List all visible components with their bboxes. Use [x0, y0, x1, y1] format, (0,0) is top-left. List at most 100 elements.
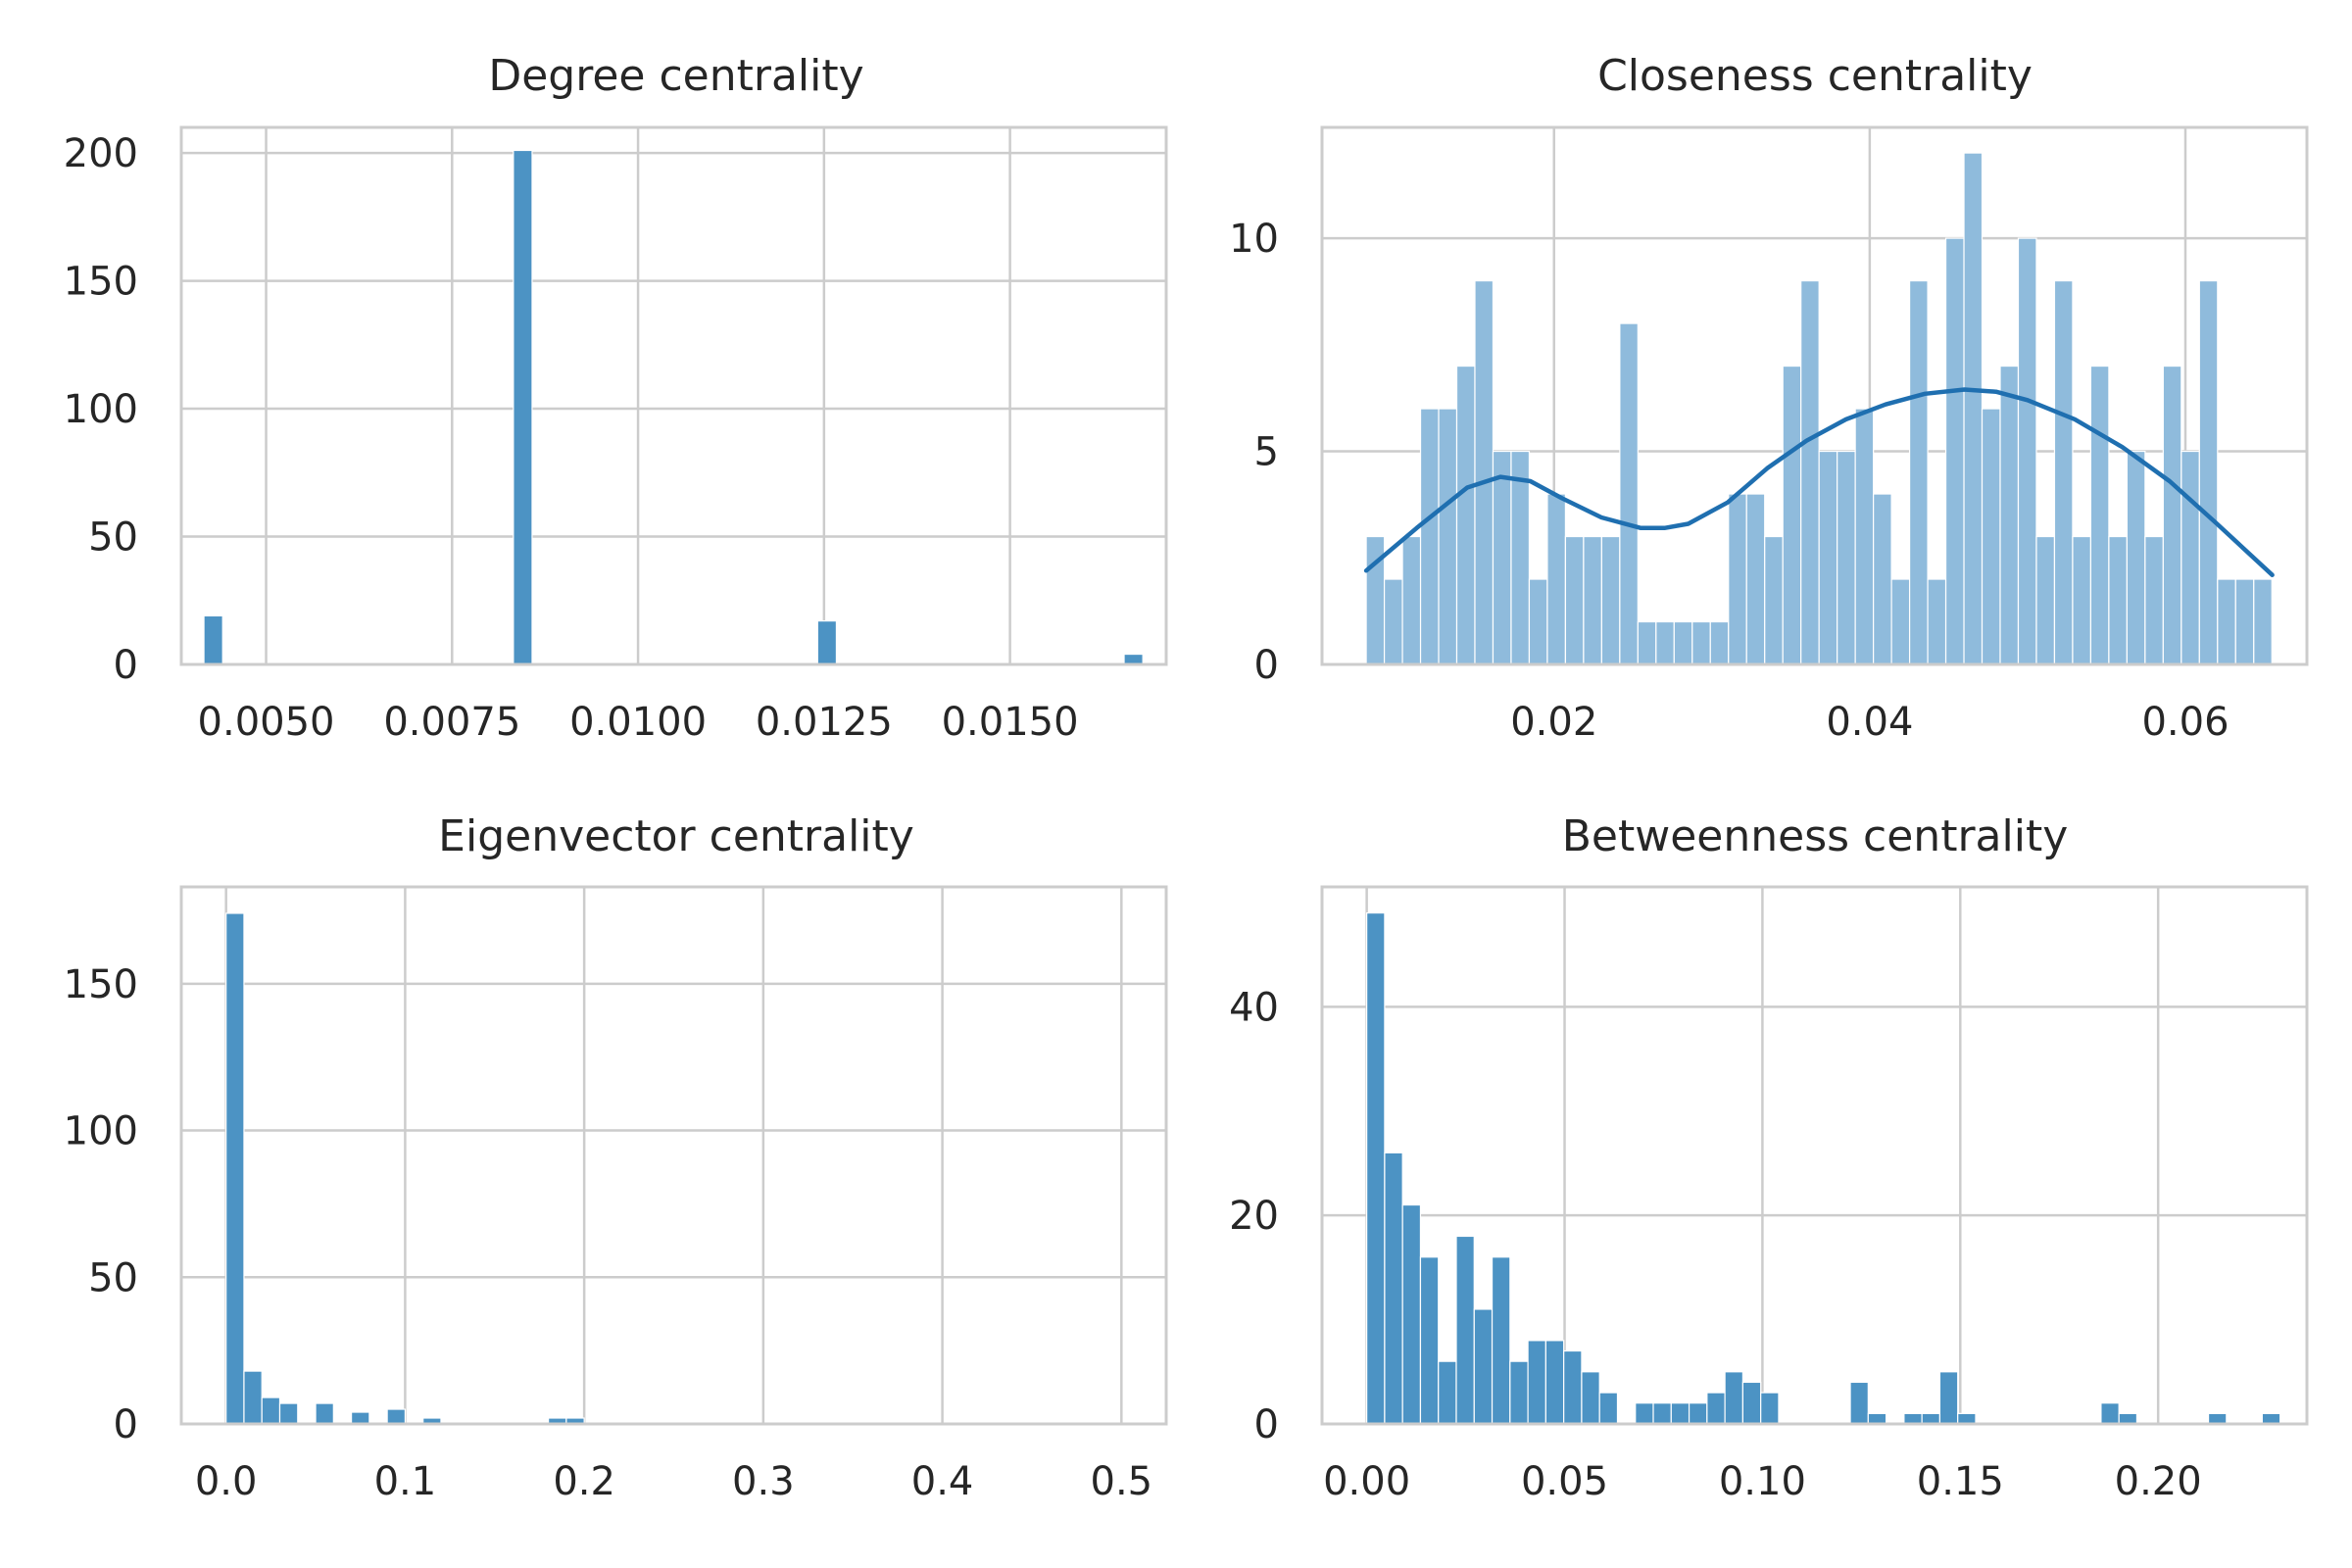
betweenness-histogram-bar: [1419, 1256, 1440, 1425]
betweenness-histogram-bar: [1473, 1308, 1494, 1425]
betweenness-histogram-bar: [1438, 1360, 1457, 1425]
panel-degree-centrality: Degree centrality 0.0050 0.0075 0.0100 0.01…: [64, 51, 1168, 745]
closeness-histogram-bar: [1981, 408, 2001, 665]
degree-x-tick-labels: 0.0050 0.0075 0.0100 0.0125 0.0150: [198, 700, 1079, 745]
betweenness-histogram-bar: [1688, 1402, 1708, 1425]
eigenvector-x-tick-label: 0.4: [911, 1459, 974, 1504]
closeness-kde: [1363, 387, 2275, 577]
degree-bars: [203, 149, 1144, 665]
betweenness-histogram-bar: [1563, 1349, 1583, 1425]
betweenness-x-tick-label: 0.05: [1521, 1459, 1608, 1504]
closeness-kde-line: [1363, 387, 2275, 577]
degree-histogram-bar: [513, 149, 533, 665]
closeness-x-tick-label: 0.06: [2141, 700, 2229, 745]
eigenvector-y-tick-label: 100: [64, 1109, 138, 1154]
closeness-histogram-bar: [1963, 152, 1984, 665]
closeness-histogram-bar: [1745, 493, 1766, 665]
eigenvector-y-tick-label: 150: [64, 962, 138, 1007]
closeness-x-tick-labels: 0.02 0.04 0.06: [1510, 700, 2229, 745]
betweenness-x-tick-labels: 0.00 0.05 0.10 0.15 0.20: [1323, 1459, 2202, 1504]
closeness-histogram-bar: [2035, 535, 2056, 665]
closeness-histogram-bar: [1999, 365, 2020, 665]
closeness-histogram-bar: [2253, 578, 2273, 665]
closeness-x-tick-label: 0.04: [1826, 700, 1913, 745]
degree-histogram-bar: [816, 620, 838, 665]
eigenvector-histogram-bar: [243, 1370, 263, 1425]
closeness-histogram-bar: [2089, 365, 2110, 665]
eigenvector-x-tick-label: 0.0: [195, 1459, 258, 1504]
closeness-histogram-bar: [1927, 578, 1947, 665]
closeness-histogram-bar: [1728, 493, 1747, 665]
betweenness-histogram-bar: [1384, 1152, 1403, 1425]
degree-x-tick-label: 0.0100: [569, 700, 707, 745]
degree-x-tick-label: 0.0125: [756, 700, 893, 745]
betweenness-histogram-bar: [1849, 1381, 1869, 1425]
closeness-histogram-bar: [1873, 493, 1892, 665]
betweenness-x-tick-label: 0.10: [1719, 1459, 1806, 1504]
closeness-histogram-bar: [2162, 365, 2182, 665]
betweenness-histogram-bar: [1509, 1360, 1529, 1425]
closeness-histogram-bar: [1438, 408, 1458, 665]
eigenvector-histogram-bar: [386, 1408, 407, 1425]
closeness-histogram-bar: [1583, 535, 1602, 665]
closeness-histogram-bar: [1655, 620, 1675, 665]
degree-y-tick-label: 0: [114, 643, 138, 688]
closeness-histogram-bar: [1818, 450, 1838, 665]
betweenness-x-tick-label: 0.15: [1917, 1459, 2004, 1504]
closeness-histogram-bar: [2072, 535, 2092, 665]
closeness-x-tick-label: 0.02: [1510, 700, 1597, 745]
eigenvector-y-tick-labels: 0 50 100 150: [64, 962, 138, 1447]
degree-y-tick-label: 100: [64, 387, 138, 432]
eigenvector-x-tick-label: 0.2: [553, 1459, 615, 1504]
degree-y-tick-label: 50: [88, 515, 138, 561]
closeness-y-tick-label: 0: [1254, 643, 1279, 688]
eigenvector-histogram-bar: [278, 1402, 299, 1425]
betweenness-histogram-bar: [1903, 1412, 1923, 1425]
betweenness-title: Betweenness centrality: [1562, 811, 2069, 861]
betweenness-y-tick-labels: 0 20 40: [1229, 985, 1279, 1447]
betweenness-histogram-bar: [1491, 1256, 1511, 1425]
closeness-histogram-bar: [1419, 408, 1440, 665]
eigenvector-histogram-bar: [261, 1396, 281, 1425]
eigenvector-histogram-bar: [225, 912, 245, 1425]
eigenvector-x-tick-labels: 0.0 0.1 0.2 0.3 0.4 0.5: [195, 1459, 1152, 1504]
closeness-histogram-bar: [2144, 535, 2164, 665]
closeness-histogram-bar: [2198, 279, 2219, 665]
eigenvector-x-tick-label: 0.1: [374, 1459, 437, 1504]
closeness-histogram-bar: [1619, 322, 1639, 665]
eigenvector-histogram-bar: [315, 1402, 334, 1425]
betweenness-y-tick-label: 0: [1254, 1402, 1279, 1447]
betweenness-histogram-bar: [1401, 1203, 1422, 1425]
betweenness-axes-frame: [1320, 885, 2309, 1426]
closeness-histogram-bar: [1546, 493, 1567, 665]
closeness-histogram-bar: [2126, 450, 2146, 665]
betweenness-histogram-bar: [1527, 1340, 1546, 1425]
betweenness-histogram-bar: [1598, 1392, 1619, 1425]
closeness-histogram-bar: [2108, 535, 2128, 665]
closeness-histogram-bar: [1709, 620, 1730, 665]
closeness-histogram-bar: [1401, 535, 1422, 665]
eigenvector-y-tick-label: 50: [88, 1255, 138, 1300]
closeness-y-tick-label: 10: [1229, 217, 1279, 262]
closeness-histogram-bar: [1510, 450, 1531, 665]
betweenness-histogram-bar: [1581, 1371, 1600, 1425]
closeness-title: Closeness centrality: [1597, 51, 2033, 101]
eigenvector-axes-frame: [179, 885, 1168, 1426]
closeness-histogram-bar: [2217, 578, 2236, 665]
closeness-histogram-bar: [1837, 450, 1856, 665]
closeness-histogram-bar: [1944, 237, 1965, 665]
betweenness-histogram-bar: [1957, 1412, 1977, 1425]
closeness-y-tick-labels: 0 5 10: [1229, 217, 1279, 688]
closeness-histogram-bar: [1474, 279, 1494, 665]
closeness-axes-frame: [1320, 125, 2309, 666]
betweenness-histogram-bar: [1706, 1392, 1726, 1425]
degree-histogram-bar: [203, 614, 223, 665]
betweenness-histogram-bar: [1724, 1371, 1744, 1425]
betweenness-bars: [1366, 912, 2281, 1425]
closeness-histogram-bar: [1600, 535, 1621, 665]
closeness-histogram-bar: [1691, 620, 1711, 665]
closeness-histogram-bar: [1564, 535, 1585, 665]
closeness-histogram-bar: [1492, 450, 1512, 665]
betweenness-histogram-bar: [1867, 1412, 1887, 1425]
